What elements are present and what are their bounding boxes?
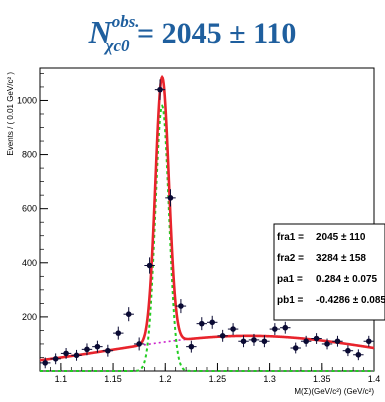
legend-param-value: 0.284 ± 0.075: [316, 274, 378, 285]
title-symbol: N: [88, 14, 112, 50]
data-point: [324, 341, 330, 347]
signal-curve-line: [40, 104, 374, 372]
data-point: [209, 319, 216, 326]
data-point: [146, 262, 153, 269]
x-tick-label: 1.25: [209, 374, 227, 384]
legend-param-value: -0.4286 ± 0.085: [316, 295, 385, 306]
fit-parameter-box: fra1 = 2045 ± 110 fra2 = 3284 ± 158 pa1 = 0.2…: [273, 223, 385, 321]
x-tick-label: 1.35: [313, 374, 331, 384]
data-point: [272, 326, 278, 332]
data-point: [115, 330, 122, 336]
data-point: [303, 338, 309, 345]
data-point: [365, 338, 372, 345]
x-tick-label: 1.3: [263, 374, 276, 384]
axes: 1.1 1.15 1.2 1.25 1.3 1.35 1.4 200 400 600 800 1000…: [6, 67, 381, 396]
data-point: [282, 324, 289, 331]
data-point: [94, 343, 101, 350]
legend-param-name: pb1 =: [277, 295, 304, 306]
legend-param-value: 2045 ± 110: [316, 232, 366, 243]
legend-param-name: fra1 =: [277, 232, 304, 243]
data-point: [261, 338, 268, 345]
data-point: [230, 326, 236, 332]
y-tick-label: 800: [22, 150, 37, 160]
data-point: [251, 337, 257, 343]
x-tick-label: 1.15: [104, 374, 122, 384]
legend-param-name: pa1 =: [277, 274, 303, 285]
data-point: [84, 346, 90, 353]
legend-box: [273, 223, 385, 321]
x-tick-label: 1.1: [55, 374, 68, 384]
data-point: [240, 338, 247, 345]
background-curve-line: [39, 335, 375, 362]
legend-param-name: fra2 =: [277, 253, 304, 264]
data-point: [42, 360, 49, 366]
data-point: [219, 333, 226, 339]
title-subscript: χc0: [105, 36, 130, 55]
background-curve: [39, 335, 375, 362]
data-point: [188, 343, 195, 350]
legend-param-value: 3284 ± 158: [316, 253, 366, 264]
y-axis-label: Events / ( 0.01 GeV/c² ): [6, 72, 15, 156]
x-tick-label: 1.4: [368, 374, 381, 384]
data-point: [167, 195, 174, 201]
data-point: [125, 311, 132, 317]
y-tick-label: 1000: [17, 95, 37, 105]
title-superscript: obs.: [111, 12, 140, 31]
data-point: [136, 341, 142, 347]
data-point: [198, 320, 205, 327]
chart-title: Nobs. χc0 = 2045 ± 110: [0, 2, 385, 62]
data-point: [73, 352, 80, 359]
data-points: [40, 79, 374, 369]
data-point: [292, 345, 299, 351]
data-point: [178, 303, 184, 309]
data-point: [52, 356, 59, 362]
x-tick-label: 1.2: [159, 374, 172, 384]
data-point: [105, 347, 111, 354]
title-value: = 2045 ± 110: [129, 17, 297, 50]
data-point: [313, 335, 320, 342]
data-point: [355, 351, 362, 358]
data-point: [334, 338, 341, 345]
x-axis-label: M(Σ)(GeV/c²) (GeV/c²): [294, 387, 374, 396]
y-tick-label: 400: [22, 258, 37, 268]
data-point: [345, 347, 351, 354]
data-point: [157, 86, 163, 93]
data-point: [63, 350, 69, 357]
plot-frame: [39, 67, 375, 372]
y-tick-label: 200: [22, 312, 37, 322]
signal-curve: [40, 104, 374, 372]
y-tick-label: 600: [22, 204, 37, 214]
